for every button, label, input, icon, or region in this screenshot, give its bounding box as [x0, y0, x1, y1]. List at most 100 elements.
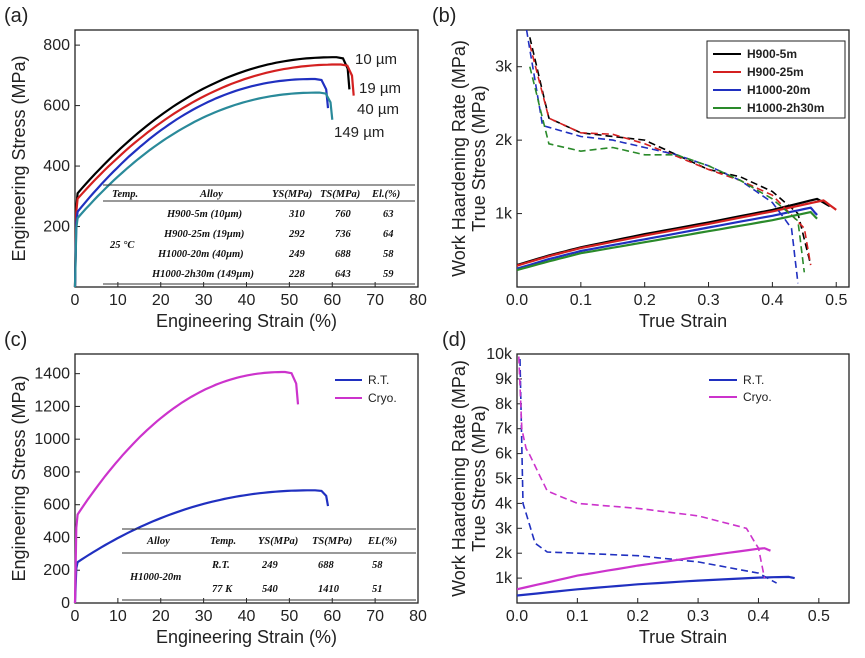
b-plot-frame	[516, 29, 850, 288]
a-table-cell: 64	[383, 229, 394, 240]
a-x-axis-label: Engineering Strain (%)	[156, 311, 337, 331]
a-x-tick-label: 20	[152, 292, 170, 309]
b-legend-label: H1000-20m	[747, 83, 810, 97]
d-y-axis-label: True Stress (MPa)	[469, 405, 489, 551]
a-x-tick-label: 60	[323, 292, 341, 309]
d-x-tick-label: 0.3	[687, 608, 709, 625]
d-y-tick-label: 6k	[495, 446, 513, 463]
panel-label-a: (a)	[4, 5, 28, 27]
panel-label-c: (c)	[4, 329, 27, 351]
b-x-tick-label: 0.4	[761, 292, 783, 309]
a-series-line	[73, 91, 334, 288]
a-y-tick-label: 400	[43, 158, 70, 175]
b-y-axis-label: True Stress (MPa)	[469, 85, 489, 231]
c-table-cell: 1410	[318, 584, 340, 595]
a-table-temp: 25 °C	[109, 240, 135, 251]
b-legend-label: H900-5m	[747, 47, 797, 61]
a-y-axis-label: Engineering Stress (MPa)	[9, 55, 29, 261]
a-size-annotation: 19 µm	[359, 80, 401, 97]
d-x-tick-label: 0.4	[747, 608, 769, 625]
c-table-header: Temp.	[210, 536, 236, 547]
c-legend-label: R.T.	[368, 373, 389, 387]
c-table-cell: 51	[372, 584, 383, 595]
a-table-header: Alloy	[199, 189, 223, 200]
c-x-tick-label: 0	[71, 608, 80, 625]
d-y-tick-label: 3k	[495, 520, 513, 537]
c-y-tick-label: 0	[61, 595, 70, 612]
c-series-line	[73, 370, 300, 604]
a-x-tick-label: 30	[195, 292, 213, 309]
a-table-cell: 310	[288, 209, 306, 220]
b-y-axis-label: Work Haardening Rate (MPa)	[449, 40, 469, 277]
c-y-tick-label: 800	[43, 464, 70, 481]
b-legend-label: H1000-2h30m	[747, 101, 824, 115]
c-table-header: Alloy	[146, 536, 170, 547]
c-table-cell: 58	[372, 560, 383, 571]
c-table-cell: 249	[261, 560, 279, 571]
b-x-tick-label: 0.3	[697, 292, 719, 309]
c-x-tick-label: 50	[280, 608, 298, 625]
c-series-line	[73, 489, 330, 604]
a-table-cell: H900-5m (10µm)	[166, 209, 242, 220]
d-y-tick-label: 8k	[495, 396, 513, 413]
a-table-cell: 688	[335, 249, 352, 260]
c-y-tick-label: 200	[43, 562, 70, 579]
panel-label-d: (d)	[442, 329, 466, 351]
c-table-cell: 688	[318, 560, 335, 571]
b-x-tick-label: 0.0	[506, 292, 528, 309]
d-true-stress-line	[517, 575, 795, 597]
a-size-annotation: 149 µm	[334, 124, 384, 141]
a-series-line	[73, 56, 351, 288]
panel-label-b: (b)	[432, 5, 456, 27]
c-x-tick-label: 60	[323, 608, 341, 625]
d-legend-label: Cryo.	[743, 390, 772, 404]
a-x-tick-label: 70	[366, 292, 384, 309]
a-table-header: El.(%)	[371, 189, 400, 200]
c-x-tick-label: 10	[109, 608, 127, 625]
c-x-tick-label: 40	[238, 608, 256, 625]
a-table-header: Temp.	[112, 189, 138, 200]
b-true-stress-line	[517, 206, 818, 270]
d-x-tick-label: 0.5	[808, 608, 830, 625]
c-table-header: EL(%)	[367, 536, 397, 547]
d-whr-line	[519, 358, 777, 584]
a-y-tick-label: 600	[43, 98, 70, 115]
c-plot-frame	[74, 353, 419, 604]
c-table-cell: R.T.	[211, 560, 230, 571]
b-whr-line	[529, 37, 812, 266]
d-legend-label: R.T.	[743, 373, 764, 387]
c-x-tick-label: 20	[152, 608, 170, 625]
c-y-tick-label: 400	[43, 529, 70, 546]
c-y-tick-label: 1400	[34, 366, 70, 383]
b-true-stress-line	[517, 210, 818, 272]
d-y-tick-label: 10k	[486, 346, 513, 363]
panel-a-chart: 0 10 20 30 40 50 60 70 80 200 400 600 800 Engineering…	[9, 29, 427, 331]
a-table-cell: 736	[335, 229, 352, 240]
b-true-stress-line	[517, 199, 837, 267]
a-table-cell: 249	[288, 249, 306, 260]
c-legend-label: Cryo.	[368, 391, 397, 405]
panel-c-chart: 0 10 20 30 40 50 60 70 8002004006008001000120014…	[9, 353, 427, 647]
a-table-cell: 58	[383, 249, 394, 260]
a-x-tick-label: 50	[280, 292, 298, 309]
a-table-cell: 760	[335, 209, 352, 220]
d-y-tick-label: 2k	[495, 545, 513, 562]
c-y-axis-label: Engineering Stress (MPa)	[9, 375, 29, 581]
d-y-tick-label: 9k	[495, 371, 513, 388]
a-x-tick-label: 10	[109, 292, 127, 309]
c-y-tick-label: 600	[43, 497, 70, 514]
c-y-tick-label: 1200	[34, 398, 70, 415]
a-table-cell: H900-25m (19µm)	[163, 229, 244, 240]
a-table-cell: 63	[383, 209, 394, 220]
c-table-alloy: H1000-20m	[129, 572, 181, 583]
d-whr-line	[518, 356, 766, 579]
a-table-cell: 59	[383, 269, 394, 280]
b-x-axis-label: True Strain	[639, 311, 727, 331]
a-table-cell: H1000-2h30m (149µm)	[151, 269, 254, 280]
panel-d-chart: 0.0 0.1 0.2 0.3 0.4 0.5 1k 2k 3k 4k 5k 6k 7k 8k 9k 10k T…	[449, 346, 850, 647]
c-x-tick-label: 30	[195, 608, 213, 625]
c-x-tick-label: 70	[366, 608, 384, 625]
a-size-annotation: 40 µm	[357, 101, 399, 118]
d-y-tick-label: 7k	[495, 421, 513, 438]
